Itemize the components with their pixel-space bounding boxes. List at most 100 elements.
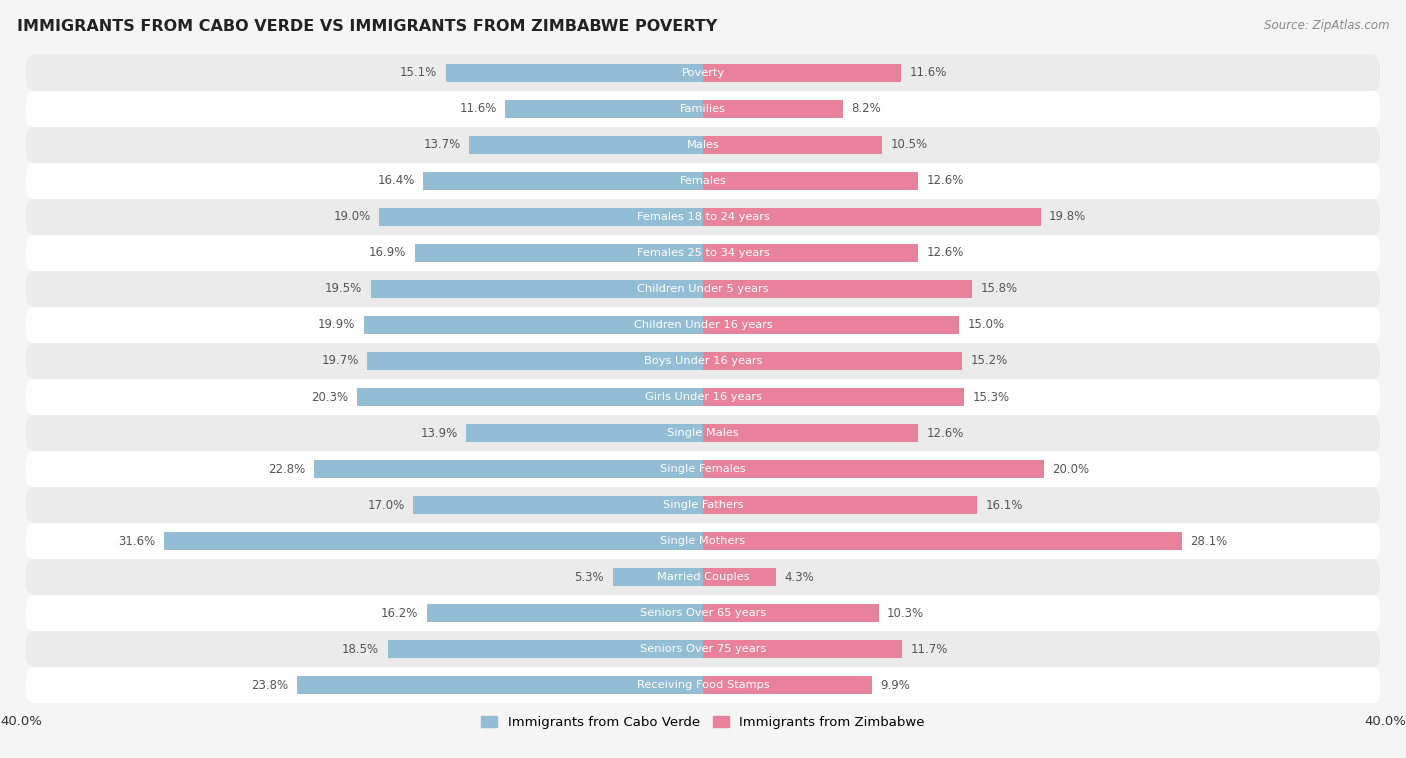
Text: Females: Females: [679, 176, 727, 186]
Text: 31.6%: 31.6%: [118, 534, 156, 547]
FancyBboxPatch shape: [25, 379, 1381, 415]
Text: Receiving Food Stamps: Receiving Food Stamps: [637, 680, 769, 690]
Text: 16.9%: 16.9%: [368, 246, 406, 259]
Bar: [703, 315, 959, 334]
Text: 18.5%: 18.5%: [342, 643, 380, 656]
Text: 23.8%: 23.8%: [252, 678, 288, 691]
Bar: [703, 676, 872, 694]
FancyBboxPatch shape: [25, 523, 1381, 559]
Bar: [703, 99, 842, 118]
Text: IMMIGRANTS FROM CABO VERDE VS IMMIGRANTS FROM ZIMBABWE POVERTY: IMMIGRANTS FROM CABO VERDE VS IMMIGRANTS…: [17, 19, 717, 34]
Bar: [703, 603, 879, 622]
Bar: [315, 459, 703, 478]
Text: Children Under 5 years: Children Under 5 years: [637, 284, 769, 294]
FancyBboxPatch shape: [25, 199, 1381, 235]
Text: 16.2%: 16.2%: [381, 606, 419, 619]
Text: 15.1%: 15.1%: [399, 67, 437, 80]
Text: 12.6%: 12.6%: [927, 246, 963, 259]
Bar: [703, 640, 903, 659]
FancyBboxPatch shape: [25, 235, 1381, 271]
Bar: [364, 315, 703, 334]
Bar: [703, 208, 1040, 227]
Bar: [703, 568, 776, 587]
Text: 17.0%: 17.0%: [367, 499, 405, 512]
Bar: [427, 603, 703, 622]
Text: 15.8%: 15.8%: [981, 283, 1018, 296]
Text: 19.9%: 19.9%: [318, 318, 356, 331]
FancyBboxPatch shape: [25, 559, 1381, 595]
Bar: [415, 243, 703, 262]
Text: 15.3%: 15.3%: [973, 390, 1010, 403]
Bar: [388, 640, 703, 659]
Bar: [613, 568, 703, 587]
Bar: [703, 280, 973, 299]
Text: 4.3%: 4.3%: [785, 571, 814, 584]
Text: Single Mothers: Single Mothers: [661, 536, 745, 546]
Text: Single Fathers: Single Fathers: [662, 500, 744, 510]
Text: 13.9%: 13.9%: [420, 427, 457, 440]
Legend: Immigrants from Cabo Verde, Immigrants from Zimbabwe: Immigrants from Cabo Verde, Immigrants f…: [475, 710, 931, 735]
FancyBboxPatch shape: [25, 631, 1381, 667]
Bar: [703, 387, 965, 406]
FancyBboxPatch shape: [25, 451, 1381, 487]
FancyBboxPatch shape: [25, 487, 1381, 523]
FancyBboxPatch shape: [25, 55, 1381, 91]
Text: 15.2%: 15.2%: [970, 355, 1008, 368]
Text: Single Females: Single Females: [661, 464, 745, 474]
Text: Boys Under 16 years: Boys Under 16 years: [644, 356, 762, 366]
FancyBboxPatch shape: [25, 163, 1381, 199]
Bar: [165, 531, 703, 550]
Text: 20.0%: 20.0%: [1053, 462, 1090, 475]
Bar: [703, 531, 1182, 550]
Bar: [446, 64, 703, 82]
Text: Children Under 16 years: Children Under 16 years: [634, 320, 772, 330]
Bar: [423, 171, 703, 190]
Text: 10.5%: 10.5%: [890, 139, 928, 152]
FancyBboxPatch shape: [25, 127, 1381, 163]
Bar: [703, 424, 918, 443]
Text: 28.1%: 28.1%: [1191, 534, 1227, 547]
Text: Females 25 to 34 years: Females 25 to 34 years: [637, 248, 769, 258]
Bar: [297, 676, 703, 694]
Text: 5.3%: 5.3%: [575, 571, 605, 584]
Text: Single Males: Single Males: [666, 428, 740, 438]
Bar: [703, 352, 962, 371]
Bar: [703, 243, 918, 262]
Bar: [357, 387, 703, 406]
Text: 15.0%: 15.0%: [967, 318, 1004, 331]
Text: 11.6%: 11.6%: [910, 67, 946, 80]
Text: Females 18 to 24 years: Females 18 to 24 years: [637, 212, 769, 222]
Text: 19.7%: 19.7%: [321, 355, 359, 368]
Bar: [703, 64, 901, 82]
Text: 16.1%: 16.1%: [986, 499, 1024, 512]
Bar: [703, 496, 977, 515]
Text: Source: ZipAtlas.com: Source: ZipAtlas.com: [1264, 19, 1389, 32]
FancyBboxPatch shape: [25, 667, 1381, 703]
FancyBboxPatch shape: [25, 343, 1381, 379]
Text: 19.0%: 19.0%: [333, 211, 371, 224]
Text: 16.4%: 16.4%: [378, 174, 415, 187]
Bar: [465, 424, 703, 443]
Text: 13.7%: 13.7%: [423, 139, 461, 152]
Text: Poverty: Poverty: [682, 68, 724, 78]
Text: 19.5%: 19.5%: [325, 283, 363, 296]
Text: 22.8%: 22.8%: [269, 462, 305, 475]
Bar: [470, 136, 703, 155]
Bar: [703, 171, 918, 190]
FancyBboxPatch shape: [25, 91, 1381, 127]
Text: Seniors Over 75 years: Seniors Over 75 years: [640, 644, 766, 654]
Bar: [505, 99, 703, 118]
Text: Girls Under 16 years: Girls Under 16 years: [644, 392, 762, 402]
Bar: [371, 280, 703, 299]
Text: 8.2%: 8.2%: [851, 102, 882, 115]
Text: Families: Families: [681, 104, 725, 114]
Text: 11.6%: 11.6%: [460, 102, 496, 115]
Text: 12.6%: 12.6%: [927, 174, 963, 187]
FancyBboxPatch shape: [25, 415, 1381, 451]
Text: 19.8%: 19.8%: [1049, 211, 1087, 224]
FancyBboxPatch shape: [25, 271, 1381, 307]
Text: Married Couples: Married Couples: [657, 572, 749, 582]
Text: Males: Males: [686, 140, 720, 150]
FancyBboxPatch shape: [25, 307, 1381, 343]
Bar: [703, 136, 882, 155]
